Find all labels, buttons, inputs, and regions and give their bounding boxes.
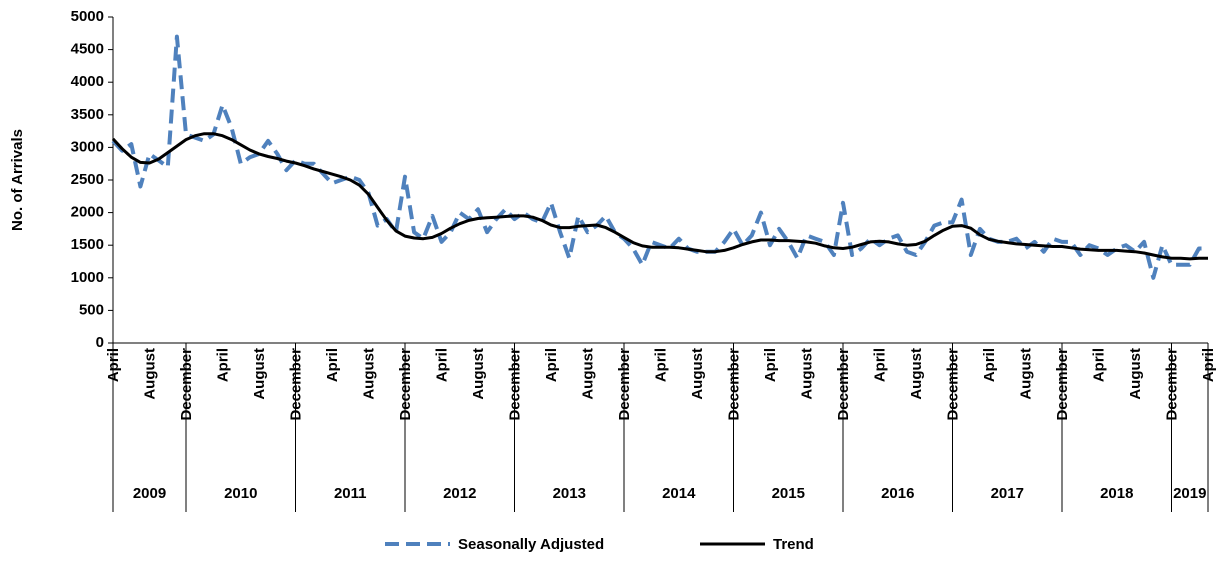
x-tick-label: August [908,348,925,400]
year-label: 2013 [553,485,586,502]
y-tick-label: 1000 [71,269,104,286]
y-tick-label: 3000 [71,138,104,155]
year-label: 2012 [443,485,476,502]
x-tick-label: August [1127,348,1144,400]
x-tick-label: April [433,348,450,382]
year-label: 2015 [772,485,805,502]
legend-label: Trend [773,536,814,553]
series-line [111,132,1208,261]
x-tick-label: August [1017,348,1034,400]
y-tick-label: 500 [79,301,104,318]
x-tick-label: April [652,348,669,382]
x-tick-label: August [689,348,706,400]
year-label: 2009 [133,485,166,502]
y-tick-label: 4000 [71,73,104,90]
year-label: 2014 [662,485,696,502]
x-tick-label: August [470,348,487,400]
x-tick-label: April [543,348,560,382]
x-tick-label: April [762,348,779,382]
year-label: 2019 [1173,485,1206,502]
year-label: 2016 [881,485,914,502]
y-tick-label: 0 [96,334,104,351]
y-axis-label: No. of Arrivals [9,129,26,231]
x-tick-label: April [324,348,341,382]
x-tick-label: April [1090,348,1107,382]
y-tick-label: 5000 [71,8,104,25]
y-tick-label: 1500 [71,236,104,253]
year-label: 2011 [334,485,367,502]
legend-label: Seasonally Adjusted [458,536,604,553]
y-tick-label: 2000 [71,204,104,221]
x-tick-label: April [214,348,231,382]
x-tick-label: April [981,348,998,382]
x-tick-label: April [871,348,888,382]
x-tick-label: August [251,348,268,400]
x-tick-label: August [798,348,815,400]
year-label: 2018 [1100,485,1133,502]
x-tick-label: August [360,348,377,400]
x-tick-label: August [141,348,158,400]
series-line [111,34,1208,280]
y-tick-label: 2500 [71,171,104,188]
year-label: 2010 [224,485,257,502]
year-label: 2017 [991,485,1024,502]
y-tick-label: 3500 [71,106,104,123]
y-tick-label: 4500 [71,41,104,58]
x-tick-label: August [579,348,596,400]
